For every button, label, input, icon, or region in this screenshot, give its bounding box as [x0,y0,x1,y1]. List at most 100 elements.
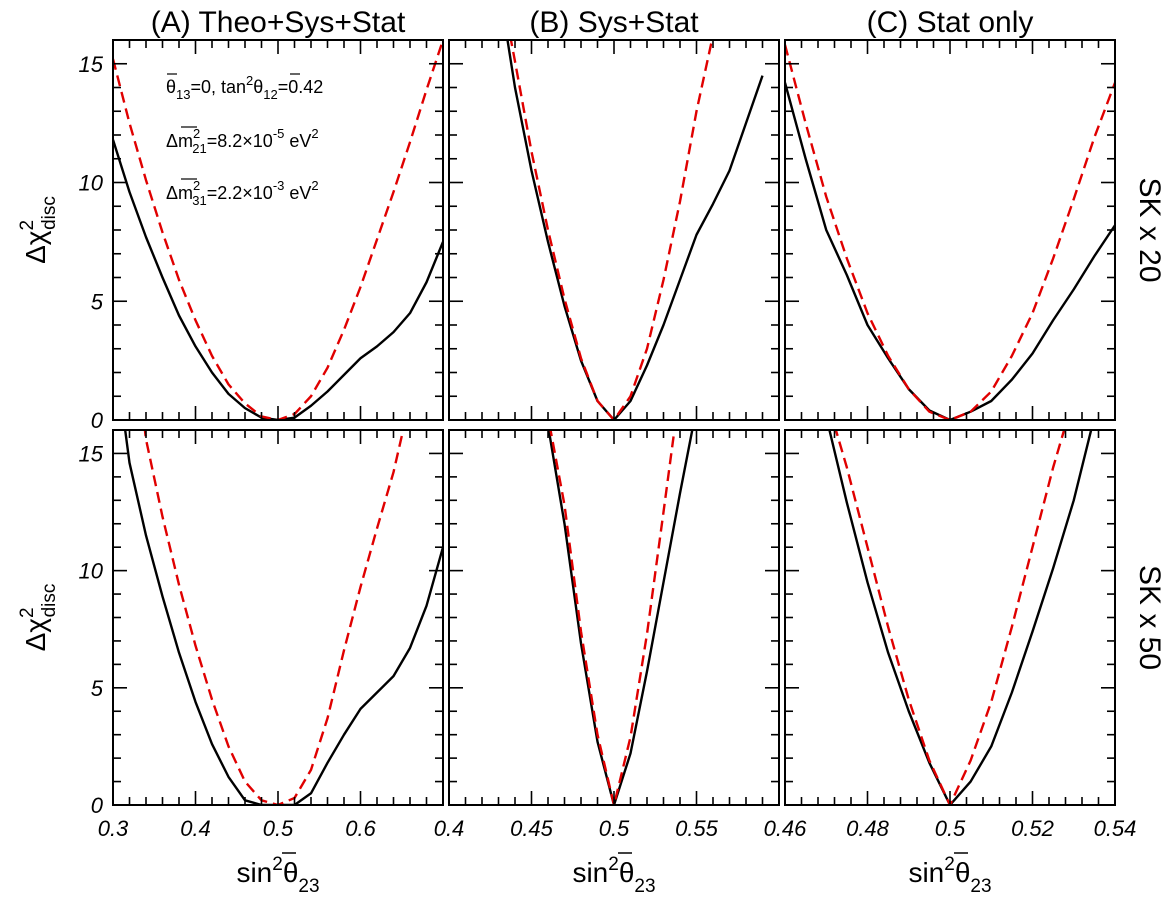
dm-exp: -3 [273,178,285,193]
x-tick-label: 0.5 [935,816,966,841]
tan-pre: tan [216,77,246,97]
column-title-1: (B) Sys+Stat [529,6,699,39]
dm-sup: 2 [193,178,200,193]
panel-frame-3 [112,429,444,806]
theta13: θ [166,77,176,97]
ylabel-sup: 2 [17,607,38,618]
dashed-curve-4 [549,430,676,805]
xlabel-sub: 23 [970,876,991,897]
y-tick-label: 0 [91,408,104,433]
panel-1 [448,39,780,421]
x-tick-label: 0.5 [599,816,630,841]
xlabel-main: sin [572,857,608,888]
panel-frame-4 [448,429,780,806]
solid-curve-4 [547,430,694,805]
solid-curve-2 [785,82,1115,420]
x-tick-label: 0.6 [345,816,376,841]
x-tick-label: 0.54 [1094,816,1137,841]
y-tick-label: 0 [91,793,104,818]
y-tick-label: 15 [79,441,104,466]
y-tick-label: 10 [79,559,104,584]
xlabel-sub: 23 [634,876,655,897]
solid-curve-5 [828,430,1093,805]
ylabel-sub: disc [39,584,60,618]
dm: Δm [166,183,193,203]
theta12-sub: 12 [263,87,277,102]
y-tick-label: 15 [79,52,104,77]
x-tick-label: 0.55 [675,816,719,841]
x-tick-label: 0.3 [98,816,129,841]
xlabel-sup: 2 [608,854,619,875]
theta13-val: =0, [190,77,216,97]
xlabel-sup: 2 [944,854,955,875]
x-axis-labels: sin2θ23 sin2θ23 sin2θ23 [236,852,992,897]
dm-unit: eV [284,131,311,151]
row-label-0: SK x 20 [1133,177,1163,282]
dm-unit-sup: 2 [311,126,318,141]
annotation-line-3: Δm2 31=2.2×10-3 eV2 [166,178,319,208]
ylabel-main: Δχ [20,230,51,264]
y-tick-label: 5 [91,289,104,314]
x-tick-label: 0.5 [263,816,294,841]
dashed-curve-1 [509,40,714,420]
dm-val: =2.2×10 [207,183,273,203]
x-axis-label-2: sin2θ23 [908,854,991,897]
dm-unit-sup: 2 [311,178,318,193]
x-tick-label: 0.46 [764,816,808,841]
ylabel-sup: 2 [17,220,38,231]
xlabel-var: θ [283,857,299,888]
tan-sup: 2 [246,73,253,88]
panel-3: 0 5 10 15 0.3 0.4 0.5 0.6 [79,429,444,841]
y-axis-label-0: Δχ2disc [17,196,60,264]
solid-curve-1 [506,40,764,420]
column-title-2: (C) Stat only [867,6,1034,39]
solid-curve-3 [123,430,443,805]
column-title-0: (A) Theo+Sys+Stat [151,6,406,39]
dm-sup: 2 [193,126,200,141]
dashed-curve-3 [143,430,405,805]
row-labels: SK x 20 SK x 50 [1133,177,1163,670]
dm-sub: 31 [192,193,206,208]
row-label-1: SK x 50 [1133,565,1163,670]
panel-frame-2 [784,39,1116,421]
dm-unit: eV [284,183,311,203]
y-axis-label-1: Δχ2disc [17,584,60,652]
y-tick-label: 10 [79,171,104,196]
xlabel-sub: 23 [298,876,319,897]
dashed-curve-0 [113,40,443,420]
theta12: θ [253,77,263,97]
annotation-line-1: θ13=0, tan2θ12=0.42 [166,73,323,102]
theta13-sub: 13 [176,87,190,102]
xlabel-main: sin [236,857,272,888]
annotation-line-2: Δm2 21=8.2×10-5 eV2 [166,126,319,156]
x-tick-label: 0.4 [180,816,211,841]
x-tick-label: 0.48 [846,816,890,841]
dm-sub: 21 [192,141,206,156]
theta12-val: =0.42 [278,77,324,97]
dashed-curve-2 [785,44,1115,420]
panel-5: 0.46 0.48 0.5 0.52 0.54 [764,429,1137,841]
ylabel-main: Δχ [20,618,51,652]
solid-curve-0 [113,139,443,420]
x-tick-label: 0.52 [1011,816,1054,841]
panel-2 [784,39,1116,421]
x-tick-label: 0.45 [510,816,554,841]
xlabel-main: sin [908,857,944,888]
x-tick-label: 0.4 [434,816,465,841]
xlabel-var: θ [955,857,971,888]
x-axis-label-0: sin2θ23 [236,854,319,897]
y-tick-label: 5 [91,676,104,701]
ylabel-sub: disc [39,196,60,230]
dm-exp: -5 [273,126,285,141]
dm: Δm [166,131,193,151]
xlabel-var: θ [619,857,635,888]
x-axis-label-1: sin2θ23 [572,854,655,897]
panel-frame-1 [448,39,780,421]
panel-4: 0.4 0.45 0.5 0.55 [434,429,780,841]
panel-frame-5 [784,429,1116,806]
dm-val: =8.2×10 [207,131,273,151]
